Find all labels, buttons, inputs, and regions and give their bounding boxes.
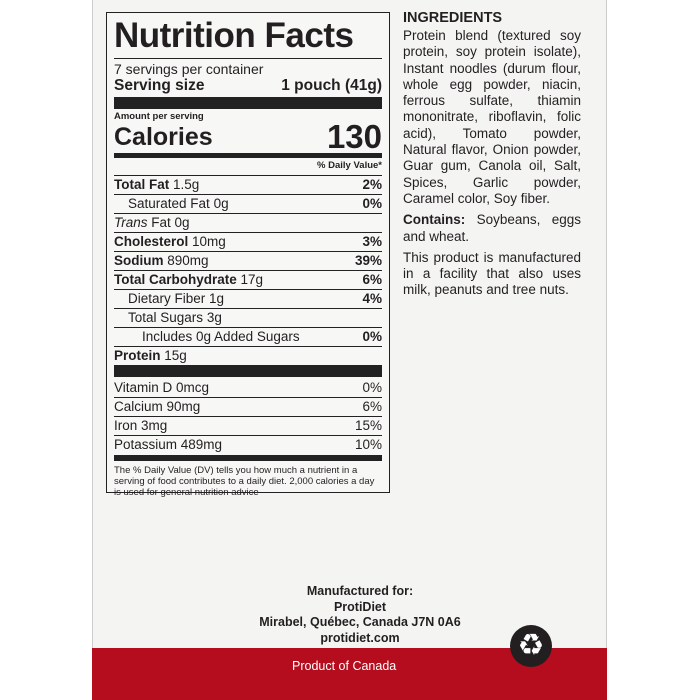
- daily-value-header: % Daily Value*: [114, 159, 382, 176]
- ingredients-heading: INGREDIENTS: [403, 10, 503, 26]
- nutrient-row: Total Carbohydrate 17g 6%: [114, 271, 382, 290]
- vitamin-dv: 15%: [354, 418, 382, 433]
- nutrient-dv: 0%: [362, 196, 382, 211]
- vitamin-dv: 6%: [362, 399, 382, 414]
- nutrient-label: Dietary Fiber 1g: [128, 291, 225, 306]
- vitamin-label: Potassium 489mg: [114, 437, 223, 452]
- divider: [114, 153, 382, 158]
- calories-value: 130: [326, 118, 382, 155]
- nutrient-row: Includes 0g Added Sugars 0%: [114, 328, 382, 347]
- nutrition-title: Nutrition Facts: [114, 16, 382, 59]
- manufactured-for: Manufactured for:: [306, 584, 414, 598]
- nutrient-label: Total Sugars 3g: [128, 310, 222, 325]
- nutrient-label: Cholesterol 10mg: [114, 234, 226, 249]
- nutrient-dv: 3%: [362, 234, 382, 249]
- nutrient-dv: 0%: [362, 329, 382, 344]
- nutrient-label: Trans Fat 0g: [114, 215, 190, 230]
- calories-label: Calories: [114, 123, 213, 151]
- divider: [114, 455, 382, 461]
- allergen-statement: Contains: Soybeans, eggs and wheat.: [403, 212, 581, 245]
- nutrient-dv: 2%: [362, 177, 382, 192]
- ingredients-section: INGREDIENTS Protein blend (textured soy …: [403, 10, 581, 304]
- nutrient-dv: 6%: [362, 272, 382, 287]
- product-origin: Product of Canada: [292, 659, 397, 673]
- serving-size-label: Serving size: [114, 77, 205, 94]
- recycle-icon: ♻: [510, 625, 552, 667]
- nutrient-row: Sodium 890mg 39%: [114, 252, 382, 271]
- brand-name: ProtiDiet: [333, 599, 387, 614]
- nutrient-dv: 4%: [362, 291, 382, 306]
- ingredients-text: Protein blend (textured soy protein, soy…: [403, 28, 581, 206]
- nutrient-dv: 39%: [354, 253, 382, 268]
- nutrition-facts-label: Nutrition Facts 7 servings per container…: [106, 12, 390, 498]
- vitamin-dv: 10%: [354, 437, 382, 452]
- servings-per-container: 7 servings per container: [114, 61, 264, 77]
- vitamin-label: Vitamin D 0mcg: [114, 380, 210, 395]
- calories: Calories 130: [114, 118, 382, 155]
- vitamin-dv: 0%: [362, 380, 382, 395]
- nutrient-row: Dietary Fiber 1g 4%: [114, 290, 382, 309]
- nutrient-row: Total Fat 1.5g 2%: [114, 176, 382, 195]
- divider: [114, 97, 382, 109]
- nutrient-label: Includes 0g Added Sugars: [142, 329, 300, 344]
- divider: [114, 365, 382, 377]
- vitamin-label: Calcium 90mg: [114, 399, 201, 414]
- address: Mirabel, Québec, Canada J7N 0A6: [259, 615, 461, 629]
- nutrient-row: Saturated Fat 0g 0%: [114, 195, 382, 214]
- vitamin-row: Calcium 90mg 6%: [114, 398, 382, 417]
- website: protidiet.com: [320, 630, 400, 645]
- nutrient-row: Total Sugars 3g: [114, 309, 382, 328]
- nutrient-label: Saturated Fat 0g: [128, 196, 229, 211]
- nutrient-label: Sodium 890mg: [114, 253, 209, 268]
- nutrient-row: Trans Fat 0g: [114, 214, 382, 233]
- facility-statement: This product is manufactured in a facili…: [403, 249, 581, 298]
- contains-text: Soybeans, eggs and wheat.: [403, 212, 581, 244]
- amount-per-serving: Amount per serving: [114, 111, 204, 122]
- manufacturer-info: Manufactured for: ProtiDiet Mirabel, Qué…: [230, 584, 490, 646]
- vitamin-label: Iron 3mg: [114, 418, 168, 433]
- nutrient-row: Cholesterol 10mg 3%: [114, 233, 382, 252]
- nutrient-row: Protein 15g: [114, 347, 382, 365]
- vitamin-row: Vitamin D 0mcg 0%: [114, 379, 382, 398]
- serving-size-value: 1 pouch (41g): [281, 77, 382, 94]
- serving-size: Serving size 1 pouch (41g): [114, 77, 382, 94]
- nutrient-label: Total Carbohydrate 17g: [114, 272, 264, 287]
- nutrient-label: Total Fat 1.5g: [114, 177, 200, 192]
- vitamin-row: Potassium 489mg 10%: [114, 436, 382, 454]
- footnote: The % Daily Value (DV) tells you how muc…: [114, 465, 375, 498]
- vitamin-row: Iron 3mg 15%: [114, 417, 382, 436]
- nutrient-label: Protein 15g: [114, 348, 187, 363]
- contains-label: Contains:: [403, 212, 466, 228]
